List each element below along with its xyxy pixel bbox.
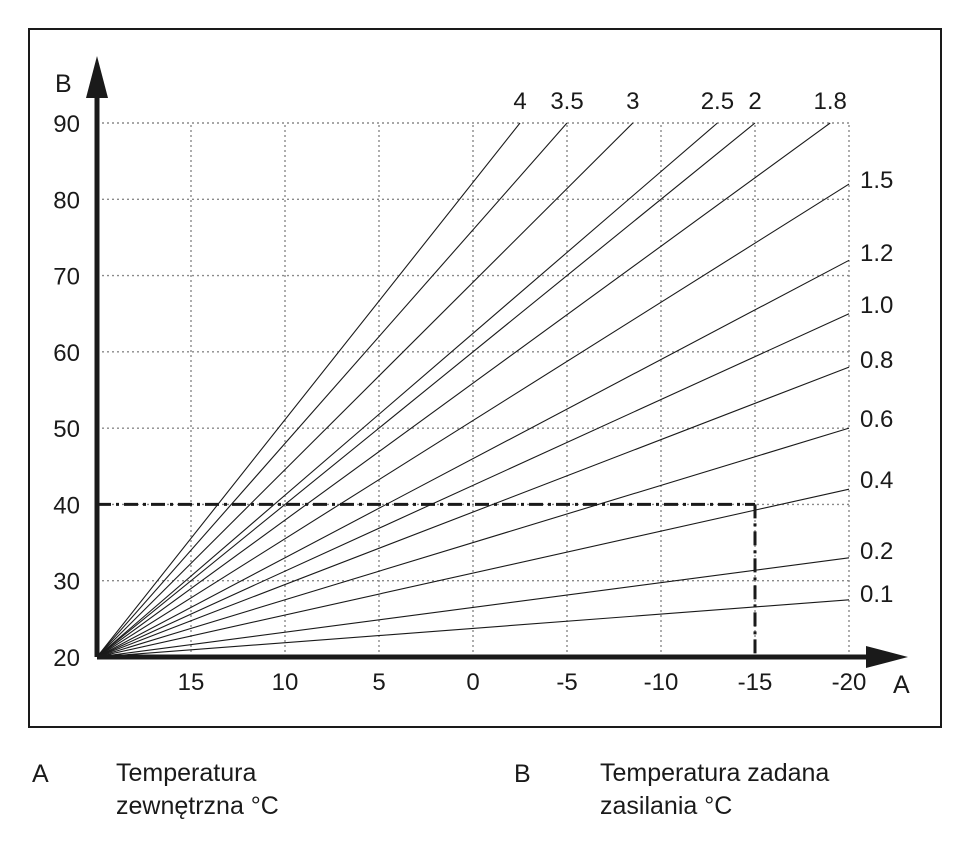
curve-1.5 — [96, 183, 850, 658]
curve-0.1 — [96, 599, 850, 658]
legend-a-line2: zewnętrzna °C — [116, 792, 279, 820]
y-tick-label: 20 — [53, 645, 80, 672]
curve-label-top: 3 — [626, 88, 639, 115]
y-axis-arrow-icon — [86, 56, 108, 98]
curve-label-top: 1.8 — [814, 88, 847, 115]
curve-label-right: 0.1 — [860, 581, 893, 608]
x-tick-label: -15 — [738, 669, 773, 696]
curve-label-right: 0.4 — [860, 467, 893, 494]
curve-4 — [96, 122, 521, 658]
legend-b-text: Temperatura zadana zasilania °C — [600, 757, 829, 823]
y-tick-label: 80 — [53, 187, 80, 214]
legend-b-line1: Temperatura zadana — [600, 759, 830, 787]
x-tick-label: 15 — [178, 669, 205, 696]
curve-label-right: 0.2 — [860, 538, 893, 565]
y-tick-label: 40 — [53, 492, 80, 519]
curve-2 — [96, 122, 756, 658]
legend-a-letter: A — [32, 760, 49, 788]
x-axis-name: A — [893, 671, 910, 699]
legend-a-text: Temperatura zewnętrzna °C — [116, 757, 279, 823]
curve-1.0 — [96, 313, 850, 658]
curve-label-right: 1.5 — [860, 167, 893, 194]
curve-0.4 — [96, 488, 850, 658]
curve-label-right: 0.6 — [860, 406, 893, 433]
x-axis-arrow-icon — [866, 646, 908, 668]
curve-0.8 — [96, 366, 850, 658]
curve-label-right: 1.0 — [860, 292, 893, 319]
curve-1.2 — [96, 259, 850, 658]
curve-label-right: 0.8 — [860, 347, 893, 374]
grid — [97, 122, 850, 657]
legend-b-letter: B — [514, 760, 531, 788]
y-tick-label: 90 — [53, 111, 80, 138]
curve-3.5 — [96, 122, 568, 658]
curve-label-top: 3.5 — [550, 88, 583, 115]
x-tick-label: -10 — [644, 669, 679, 696]
curve-label-top: 2 — [748, 88, 761, 115]
curve-label-right: 1.2 — [860, 240, 893, 267]
chart-frame — [28, 28, 942, 728]
curve-label-top: 4 — [513, 88, 526, 115]
y-axis-name: B — [55, 70, 72, 98]
curve-2.5 — [96, 122, 718, 658]
curve-0.6 — [96, 427, 850, 658]
curve-3 — [96, 122, 634, 658]
curve-0.2 — [96, 557, 850, 658]
x-tick-label: 0 — [466, 669, 479, 696]
legend-a-line1: Temperatura — [116, 759, 257, 787]
curve-label-top: 2.5 — [701, 88, 734, 115]
x-tick-label: -20 — [832, 669, 867, 696]
x-tick-label: -5 — [556, 669, 577, 696]
y-tick-label: 50 — [53, 416, 80, 443]
y-tick-label: 30 — [53, 569, 80, 596]
y-tick-label: 70 — [53, 264, 80, 291]
curve-1.8 — [96, 122, 831, 658]
legend-b-line2: zasilania °C — [600, 792, 733, 820]
x-tick-label: 10 — [272, 669, 299, 696]
y-tick-label: 60 — [53, 340, 80, 367]
x-tick-label: 5 — [372, 669, 385, 696]
